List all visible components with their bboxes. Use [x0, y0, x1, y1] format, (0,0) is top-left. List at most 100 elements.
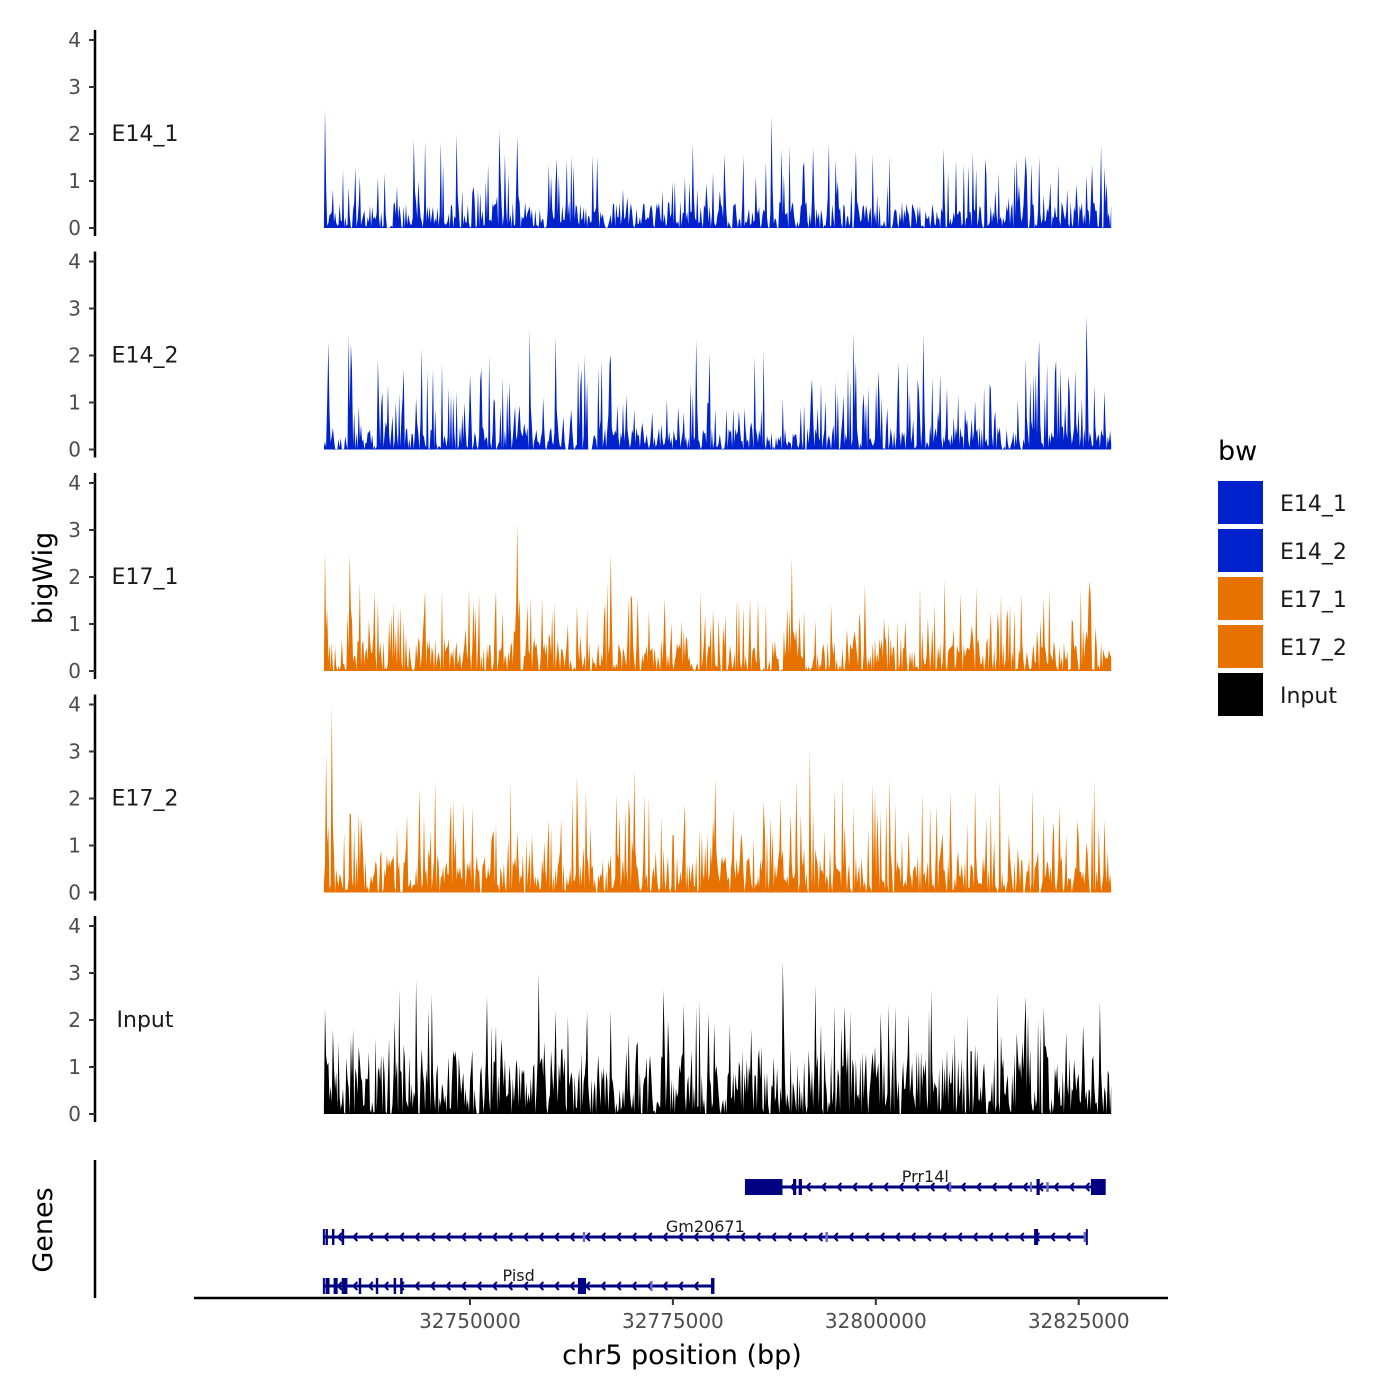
- x-tick-label: 32800000: [825, 1309, 927, 1333]
- gene-exon: [1034, 1229, 1039, 1245]
- strand-chevron: [816, 1232, 824, 1242]
- strand-chevron: [382, 1281, 390, 1291]
- y-tick-label: 4: [68, 693, 81, 717]
- strand-chevron: [382, 1232, 390, 1242]
- strand-chevron: [801, 1232, 808, 1242]
- strand-chevron: [630, 1281, 638, 1291]
- strand-chevron: [929, 1182, 936, 1192]
- strand-chevron: [475, 1232, 483, 1242]
- y-tick-label: 1: [68, 391, 81, 415]
- panel-label-E17_1: E17_1: [112, 565, 179, 590]
- strand-chevron: [991, 1182, 998, 1192]
- strand-chevron: [805, 1182, 812, 1192]
- signal-area-E17_2: [323, 704, 1112, 893]
- panel-label-E14_1: E14_1: [112, 122, 179, 147]
- strand-chevron: [956, 1232, 963, 1242]
- strand-chevron: [882, 1182, 889, 1192]
- strand-chevron: [661, 1232, 669, 1242]
- strand-chevron: [537, 1232, 545, 1242]
- track-Input: 0 1 2 3 4 Input: [68, 914, 1112, 1126]
- y-tick-label: 0: [68, 438, 81, 462]
- gene-Gm20671: Gm20671: [322, 1217, 1088, 1245]
- strand-chevron: [913, 1182, 920, 1192]
- y-tick-label: 3: [68, 75, 81, 99]
- strand-chevron: [832, 1232, 839, 1242]
- strand-chevron: [1053, 1182, 1060, 1192]
- strand-chevron: [878, 1232, 886, 1242]
- gene-exon: [948, 1182, 952, 1192]
- strand-chevron: [692, 1232, 700, 1242]
- strand-chevron: [677, 1281, 684, 1291]
- gene-exon: [1046, 1182, 1049, 1192]
- gene-Prr14l: Prr14l: [744, 1167, 1106, 1195]
- strand-chevron: [909, 1232, 917, 1242]
- y-tick-label: 2: [68, 344, 81, 368]
- track-E14_1: 0 1 2 3 4 E14_1: [68, 28, 1112, 240]
- strand-chevron: [677, 1232, 684, 1242]
- y-tick-label: 1: [68, 1055, 81, 1079]
- strand-chevron: [971, 1232, 979, 1242]
- panel-label-Input: Input: [117, 1008, 174, 1033]
- strand-chevron: [940, 1232, 948, 1242]
- gene-Pisd: Pisd: [322, 1266, 715, 1294]
- strand-chevron: [1068, 1182, 1075, 1192]
- strand-chevron: [1018, 1232, 1025, 1242]
- y-tick-label: 2: [68, 565, 81, 589]
- strand-chevron: [553, 1232, 560, 1242]
- strand-chevron: [867, 1182, 874, 1192]
- strand-chevron: [1064, 1232, 1072, 1242]
- legend-label-E14_1: E14_1: [1280, 492, 1347, 517]
- gene-exon: [358, 1278, 362, 1294]
- strand-chevron: [584, 1232, 591, 1242]
- legend-swatch-E14_1: [1218, 481, 1263, 524]
- strand-chevron: [522, 1281, 529, 1291]
- x-axis-title: chr5 position (bp): [562, 1340, 802, 1371]
- strand-chevron: [1002, 1232, 1010, 1242]
- gene-exon: [582, 1232, 586, 1242]
- strand-chevron: [460, 1281, 467, 1291]
- strand-chevron: [615, 1232, 622, 1242]
- track-E14_2: 0 1 2 3 4 E14_2: [68, 250, 1112, 462]
- signal-tracks: 0 1 2 3 4 E14_1 0 1 2 3 4 E14_2 0 1 2 3 4 E17_1 0 1 2 3 4 E17_2…: [68, 28, 1112, 1126]
- strand-chevron: [754, 1232, 762, 1242]
- strand-chevron: [630, 1232, 638, 1242]
- strand-chevron: [987, 1232, 994, 1242]
- strand-chevron: [506, 1281, 514, 1291]
- strand-chevron: [708, 1232, 715, 1242]
- panel-label-E14_2: E14_2: [112, 344, 179, 369]
- strand-chevron: [568, 1232, 576, 1242]
- strand-chevron: [739, 1232, 746, 1242]
- legend-label-Input: Input: [1280, 684, 1337, 709]
- gene-exon: [825, 1232, 828, 1242]
- y-tick-label: 2: [68, 1008, 81, 1032]
- y-tick-label: 0: [68, 1102, 81, 1126]
- gene-exon: [325, 1278, 330, 1294]
- y-tick-label: 1: [68, 169, 81, 193]
- x-tick-label: 32825000: [1028, 1309, 1130, 1333]
- strand-chevron: [944, 1182, 951, 1192]
- strand-chevron: [336, 1281, 343, 1291]
- strand-chevron: [522, 1232, 529, 1242]
- strand-chevron: [475, 1281, 483, 1291]
- strand-chevron: [367, 1232, 374, 1242]
- signal-area-E17_1: [323, 523, 1112, 671]
- strand-chevron: [661, 1281, 669, 1291]
- x-tick-label: 32775000: [622, 1309, 724, 1333]
- gene-exon: [400, 1278, 403, 1294]
- legend-swatch-Input: [1218, 673, 1263, 716]
- strand-chevron: [537, 1281, 545, 1291]
- genes-axis-title: Genes: [28, 1187, 59, 1272]
- strand-chevron: [975, 1182, 982, 1192]
- y-tick-label: 4: [68, 914, 81, 938]
- gene-exon: [793, 1179, 797, 1195]
- strand-chevron: [723, 1232, 731, 1242]
- gene-exon: [1083, 1232, 1087, 1242]
- gene-exon: [650, 1281, 653, 1291]
- strand-chevron: [553, 1281, 560, 1291]
- signal-area-E14_1: [323, 108, 1112, 228]
- strand-chevron: [770, 1232, 777, 1242]
- strand-chevron: [351, 1281, 359, 1291]
- genes-track: Prr14l Gm20671 Pisd: [93, 1160, 1106, 1298]
